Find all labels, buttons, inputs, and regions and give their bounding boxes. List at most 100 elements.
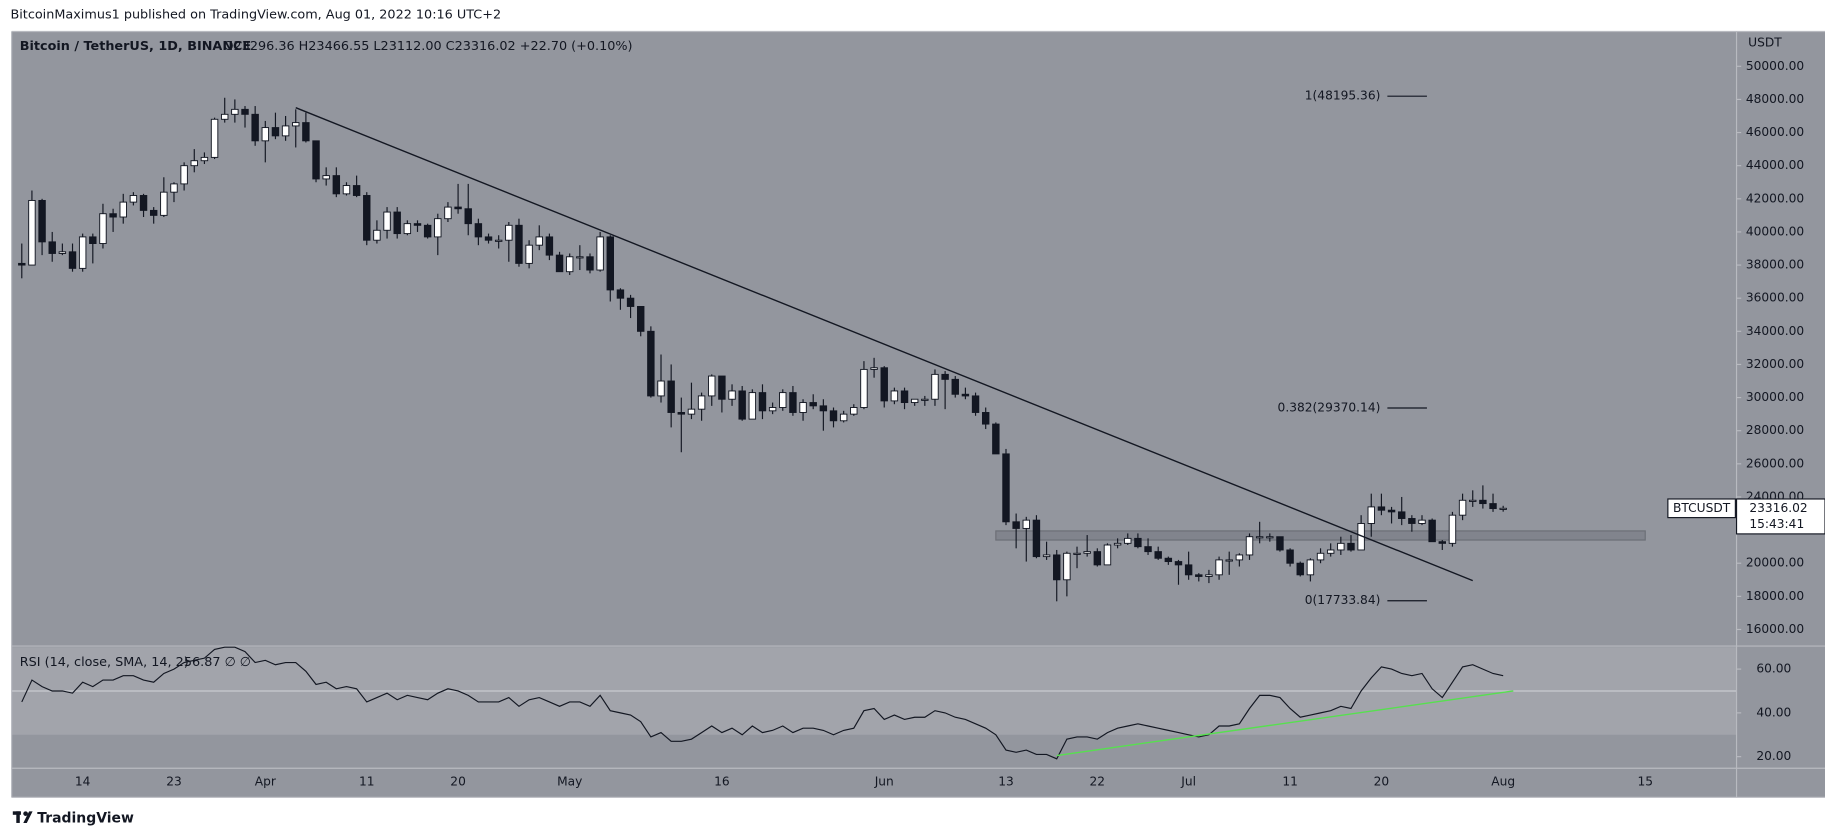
candle-body [1479,499,1487,505]
candle-body [545,236,554,256]
candle-body [1113,542,1122,546]
candle-body [839,413,848,422]
candle-body [139,195,148,211]
candle-body [18,262,26,266]
candle-body [789,392,797,413]
y-tick-label: 18000.00 [1746,589,1804,603]
footer-logo[interactable]: TradingView [37,810,134,826]
candle-body [119,201,127,218]
fib-label: 1(48195.36) [1305,89,1381,103]
x-tick-label: 14 [75,775,91,789]
candle-body [1255,536,1264,539]
candle-body [1103,544,1112,566]
candle-body [535,236,543,246]
candle-body [616,289,625,299]
x-tick-label: 11 [1282,775,1298,789]
candle-body [768,407,777,412]
candle-body [931,373,939,400]
candle-body [494,239,503,242]
symbol-tag: BTCUSDT [1673,501,1731,515]
rsi-tick-label: 40.00 [1756,705,1791,719]
candle-body [109,213,117,218]
candle-body [880,367,888,402]
symbol-tag-box [1667,498,1736,519]
candle-body [606,236,614,291]
candle-body [1469,499,1477,502]
candle-body [1053,554,1061,581]
candle-body [89,236,97,244]
candle-body [779,392,787,408]
candle-body [149,209,158,216]
price-tag: 23316.02 [1749,501,1807,515]
x-tick-label: May [557,775,582,789]
candle-body [1458,499,1467,516]
x-tick-label: Apr [255,775,277,789]
candle-body [626,297,635,307]
rsi-title: RSI (14, close, SMA, 14, 2) [20,655,189,670]
x-tick-label: 15 [1637,775,1653,789]
candle-body [576,256,584,259]
candle-body [860,368,868,408]
candle-body [748,392,757,420]
candle-body [1083,551,1091,554]
candle-body [48,241,56,254]
candle-body [58,251,67,254]
candle-body [474,223,483,238]
candle-body [697,395,706,410]
candle-body [708,375,716,397]
candle-body [1002,453,1010,523]
candle-body [890,390,899,402]
candle-body [961,393,970,397]
y-tick-label: 40000.00 [1746,224,1804,238]
candle-body [1144,546,1152,553]
candle-body [1042,554,1051,558]
candle-body [525,244,533,264]
candle-body [1428,519,1436,543]
candle-body [434,218,442,238]
y-tick-label: 26000.00 [1746,456,1804,470]
x-tick-label: Jun [874,775,894,789]
candle-body [829,410,838,422]
candle-body [1438,541,1447,544]
candle-body [413,223,422,226]
candle-body [241,108,249,115]
x-tick-label: 11 [359,775,375,789]
candle-body [637,306,645,332]
ohlc-legend: O23296.36 H23466.55 L23112.00 C23316.02 … [223,39,632,54]
candle-body [363,195,371,241]
candle-body [99,213,107,244]
candle-body [819,405,828,412]
candle-body [941,373,949,380]
candle-body [981,412,990,425]
candle-body [373,229,381,241]
candle-body [342,185,351,195]
candle-body [1184,564,1193,576]
candle-body [1032,519,1041,558]
candle-body [1124,537,1132,544]
candle-body [68,251,77,269]
candle-body [647,330,655,397]
candle-body [596,236,604,271]
candle-body [281,125,290,137]
published-by: BitcoinMaximus1 published on TradingView… [10,8,501,23]
candle-body [1448,514,1457,544]
candle-body [1276,536,1284,551]
candle-body [677,412,686,415]
candle-body [921,398,929,401]
price-tag-box [1735,498,1825,535]
candle-body [1195,574,1203,577]
candle-body [231,108,239,115]
logo-icon [12,811,33,823]
candle-body [352,185,361,196]
y-tick-label: 50000.00 [1746,59,1804,73]
candle-body [1164,557,1173,563]
candle-body [1489,503,1497,510]
candle-body [383,211,391,231]
candle-body [1326,549,1335,554]
y-tick-label: 38000.00 [1746,258,1804,272]
y-tick-label: 46000.00 [1746,125,1804,139]
candle-body [728,390,736,400]
candle-body [799,402,807,413]
trendline [1056,690,1514,757]
